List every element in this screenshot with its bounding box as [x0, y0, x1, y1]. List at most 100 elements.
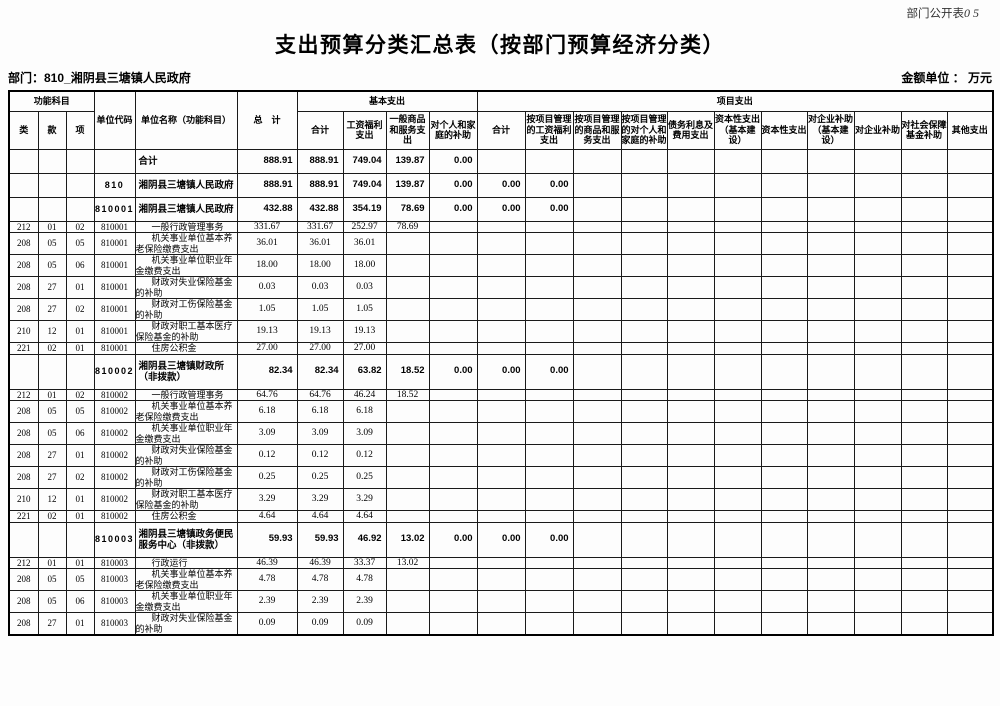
- cell-value: 0.00: [428, 353, 478, 390]
- cell-value: 0.00: [476, 353, 526, 390]
- cell-value: [946, 172, 994, 198]
- cell-value: [806, 590, 855, 613]
- cell-value: 0.00: [428, 148, 478, 174]
- cell-value: [476, 400, 526, 423]
- cell-value: [524, 220, 574, 233]
- cell-value: [806, 510, 855, 523]
- cell-value: [946, 521, 994, 558]
- cell-value: 0.03: [236, 276, 298, 299]
- cell-value: [620, 342, 668, 355]
- cell-value: 3.09: [296, 422, 344, 445]
- cell-value: [853, 232, 902, 255]
- cell-value: [428, 388, 478, 401]
- cell-value: [385, 320, 430, 343]
- cell-value: 18.00: [236, 254, 298, 277]
- cell-value: 78.69: [385, 196, 430, 222]
- cell-value: 2.39: [296, 590, 344, 613]
- cell-value: 354.19: [342, 196, 387, 222]
- cell-unit-code: 810003: [93, 612, 136, 636]
- cell-unit-code: 810003: [93, 568, 136, 591]
- cell-value: [806, 232, 855, 255]
- cell-value: [428, 220, 478, 233]
- cell-value: [900, 612, 948, 636]
- cell-unit-name: 一般行政管理事务: [134, 220, 238, 233]
- cell-value: [385, 276, 430, 299]
- budget-table: 功能科目 单位代码 单位名称（功能科目） 总 计 基本支出 项目支出 类 款 项…: [8, 90, 995, 636]
- detail-row: 208 27 01 810001 财政对失业保险基金的补助 0.03 0.03 0.03: [8, 276, 994, 299]
- cell-class: 208: [8, 400, 39, 423]
- cell-value: [713, 172, 762, 198]
- cell-value: [428, 400, 478, 423]
- cell-value: [900, 172, 948, 198]
- cell-value: [476, 298, 526, 321]
- cell-value: [713, 521, 762, 558]
- cell-section: [37, 172, 67, 198]
- cell-value: [900, 568, 948, 591]
- cell-value: [572, 220, 622, 233]
- header-project-expenditure-group: 项目支出: [476, 90, 994, 112]
- cell-value: [620, 590, 668, 613]
- cell-section: 27: [37, 276, 67, 299]
- corner-label: 部门公开表05: [8, 5, 992, 21]
- cell-value: [476, 342, 526, 355]
- cell-value: [476, 148, 526, 174]
- cell-value: [572, 254, 622, 277]
- cell-value: [385, 612, 430, 636]
- cell-value: [900, 276, 948, 299]
- cell-section: [37, 521, 67, 558]
- cell-section: 27: [37, 298, 67, 321]
- cell-value: [666, 422, 715, 445]
- cell-value: [524, 466, 574, 489]
- cell-class: 208: [8, 298, 39, 321]
- cell-value: [620, 422, 668, 445]
- cell-value: [572, 320, 622, 343]
- header-capital-expenditure: 资本性支出: [760, 110, 808, 150]
- cell-unit-name: 机关事业单位职业年金缴费支出: [134, 254, 238, 277]
- header-total: 总 计: [236, 90, 298, 150]
- cell-value: 63.82: [342, 353, 387, 390]
- cell-value: [853, 521, 902, 558]
- cell-value: [853, 388, 902, 401]
- cell-section: 05: [37, 232, 67, 255]
- header-basic-goods-services: 一般商品和服务支出: [385, 110, 430, 150]
- cell-value: [713, 568, 762, 591]
- cell-unit-name: 湘阴县三塘镇财政所（非拨款）: [134, 353, 238, 390]
- cell-unit-code: [93, 148, 136, 174]
- cell-value: 36.01: [236, 232, 298, 255]
- cell-value: [524, 320, 574, 343]
- detail-row: 210 12 01 810001 财政对职工基本医疗保险基金的补助 19.13 19.13 1…: [8, 320, 994, 343]
- cell-value: 139.87: [385, 148, 430, 174]
- cell-value: [760, 568, 808, 591]
- cell-item: 01: [65, 556, 95, 569]
- cell-value: [620, 444, 668, 467]
- cell-value: [428, 232, 478, 255]
- cell-value: 4.64: [236, 510, 298, 523]
- header-enterprise-subsidy: 对企业补助: [853, 110, 902, 150]
- cell-value: [620, 172, 668, 198]
- cell-item: [65, 148, 95, 174]
- cell-value: 888.91: [236, 148, 298, 174]
- cell-value: [476, 276, 526, 299]
- cell-item: 01: [65, 320, 95, 343]
- cell-item: 01: [65, 488, 95, 511]
- cell-value: [760, 196, 808, 222]
- cell-value: 0.00: [476, 521, 526, 558]
- cell-value: [385, 444, 430, 467]
- cell-value: [476, 510, 526, 523]
- cell-value: [476, 556, 526, 569]
- header-class: 类: [8, 110, 39, 150]
- cell-value: [572, 276, 622, 299]
- cell-value: [713, 422, 762, 445]
- cell-value: 0.00: [524, 521, 574, 558]
- cell-value: [572, 232, 622, 255]
- cell-value: [428, 488, 478, 511]
- cell-value: 13.02: [385, 556, 430, 569]
- cell-value: 2.39: [236, 590, 298, 613]
- cell-item: 02: [65, 388, 95, 401]
- cell-class: 221: [8, 342, 39, 355]
- cell-value: [620, 254, 668, 277]
- cell-value: 0.03: [342, 276, 387, 299]
- detail-row: 208 27 01 810003 财政对失业保险基金的补助 0.09 0.09 0.09: [8, 612, 994, 636]
- cell-value: 3.09: [342, 422, 387, 445]
- cell-value: [900, 220, 948, 233]
